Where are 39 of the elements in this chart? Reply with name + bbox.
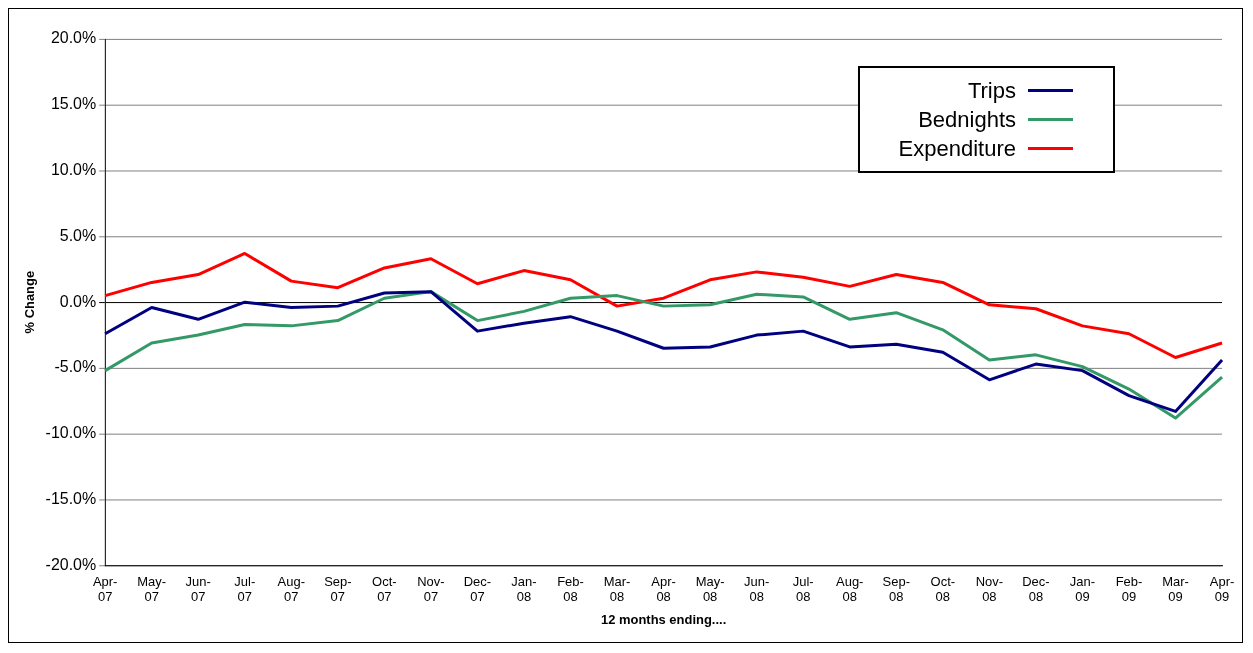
y-tick-label: -5.0%	[54, 358, 97, 376]
y-tick-label: 20.0%	[50, 29, 97, 47]
x-tick-label: Aug-07	[277, 573, 305, 605]
x-tick-label: Sep-07	[324, 573, 352, 605]
legend-label: Bednights	[917, 106, 1016, 133]
x-tick-label: Apr-07	[92, 573, 118, 605]
y-tick-label: 5.0%	[59, 226, 97, 244]
x-tick-label: Dec-08	[1022, 573, 1050, 605]
x-tick-label: Oct-07	[372, 573, 397, 605]
legend-label: Expenditure	[897, 135, 1016, 162]
y-tick-label: 10.0%	[50, 160, 97, 178]
x-tick-label: Feb-08	[557, 573, 584, 605]
x-tick-label: Apr-08	[651, 573, 676, 605]
x-tick-label: Oct-08	[930, 573, 956, 605]
y-axis-title: % Change	[22, 270, 38, 334]
x-tick-label: Feb-09	[1115, 573, 1143, 605]
y-tick-label: 0.0%	[59, 292, 97, 310]
x-tick-label: Aug-08	[836, 573, 864, 605]
x-tick-label: Apr-09	[1209, 573, 1235, 605]
x-tick-label: Mar-08	[603, 573, 631, 605]
x-tick-label: Nov-08	[975, 573, 1004, 605]
x-tick-label: Jun-07	[185, 573, 211, 605]
x-tick-label: Jul-07	[234, 573, 256, 605]
x-tick-label: May-07	[137, 573, 167, 605]
x-tick-label: Mar-09	[1162, 573, 1189, 605]
y-tick-label: 15.0%	[50, 95, 97, 113]
y-tick-label: -15.0%	[45, 490, 97, 508]
y-tick-label: -10.0%	[45, 424, 97, 442]
legend-label: Trips	[966, 77, 1016, 104]
x-tick-label: Dec-07	[463, 573, 492, 605]
x-tick-label: Jul-08	[792, 573, 814, 605]
x-tick-label: Jan-08	[511, 573, 537, 605]
x-tick-label: Nov-07	[417, 573, 445, 605]
x-tick-label: Jan-09	[1069, 573, 1096, 605]
x-tick-label: Sep-08	[882, 573, 910, 605]
x-tick-label: May-08	[695, 573, 725, 605]
x-tick-label: Jun-08	[744, 573, 770, 605]
x-axis-title: 12 months ending....	[600, 611, 727, 627]
y-tick-label: -20.0%	[45, 555, 97, 573]
